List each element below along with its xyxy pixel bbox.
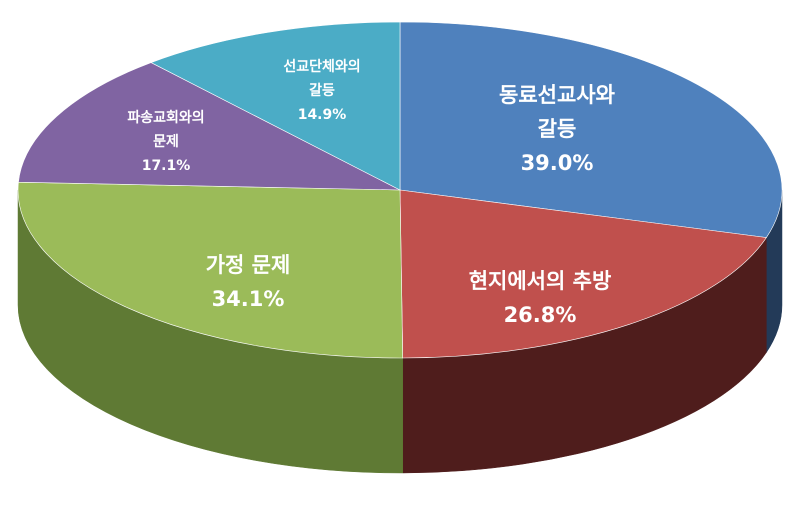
slice-4-category-label: 문제 — [153, 134, 179, 150]
slice-5-category-label: 갈등 — [309, 83, 335, 99]
slice-5-category-label: 선교단체와의 — [283, 58, 360, 75]
slice-2-value-label: 26.8% — [504, 303, 577, 327]
pie-slice-4 — [18, 62, 401, 191]
pie-slice-2 — [399, 189, 767, 359]
slice-1-value-label: 39.0% — [521, 151, 594, 175]
slice-4-value-label: 17.1% — [142, 158, 191, 174]
slice-3-value-label: 34.1% — [212, 287, 285, 311]
slice-2-category-label: 현지에서의 추방 — [469, 269, 612, 293]
slice-1-category-label: 갈등 — [538, 117, 577, 141]
pie-slice-1 — [399, 21, 783, 238]
slice-4-category-label: 파송교회와의 — [127, 109, 204, 126]
pie-slices — [17, 21, 783, 359]
slice-1-category-label: 동료선교사와 — [499, 83, 616, 107]
pie-slice-3 — [17, 181, 404, 359]
slice-3-category-label: 가정 문제 — [206, 253, 291, 277]
slice-5-value-label: 14.9% — [298, 107, 347, 123]
pie-slice-5 — [150, 21, 401, 191]
